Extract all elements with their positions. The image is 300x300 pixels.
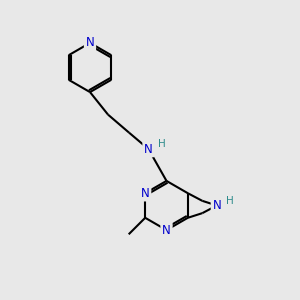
Text: N: N xyxy=(144,142,153,156)
Text: N: N xyxy=(162,224,171,237)
Text: N: N xyxy=(141,187,150,200)
Text: N: N xyxy=(85,36,94,50)
Text: H: H xyxy=(158,139,166,149)
Text: N: N xyxy=(212,199,221,212)
Text: H: H xyxy=(226,196,233,206)
